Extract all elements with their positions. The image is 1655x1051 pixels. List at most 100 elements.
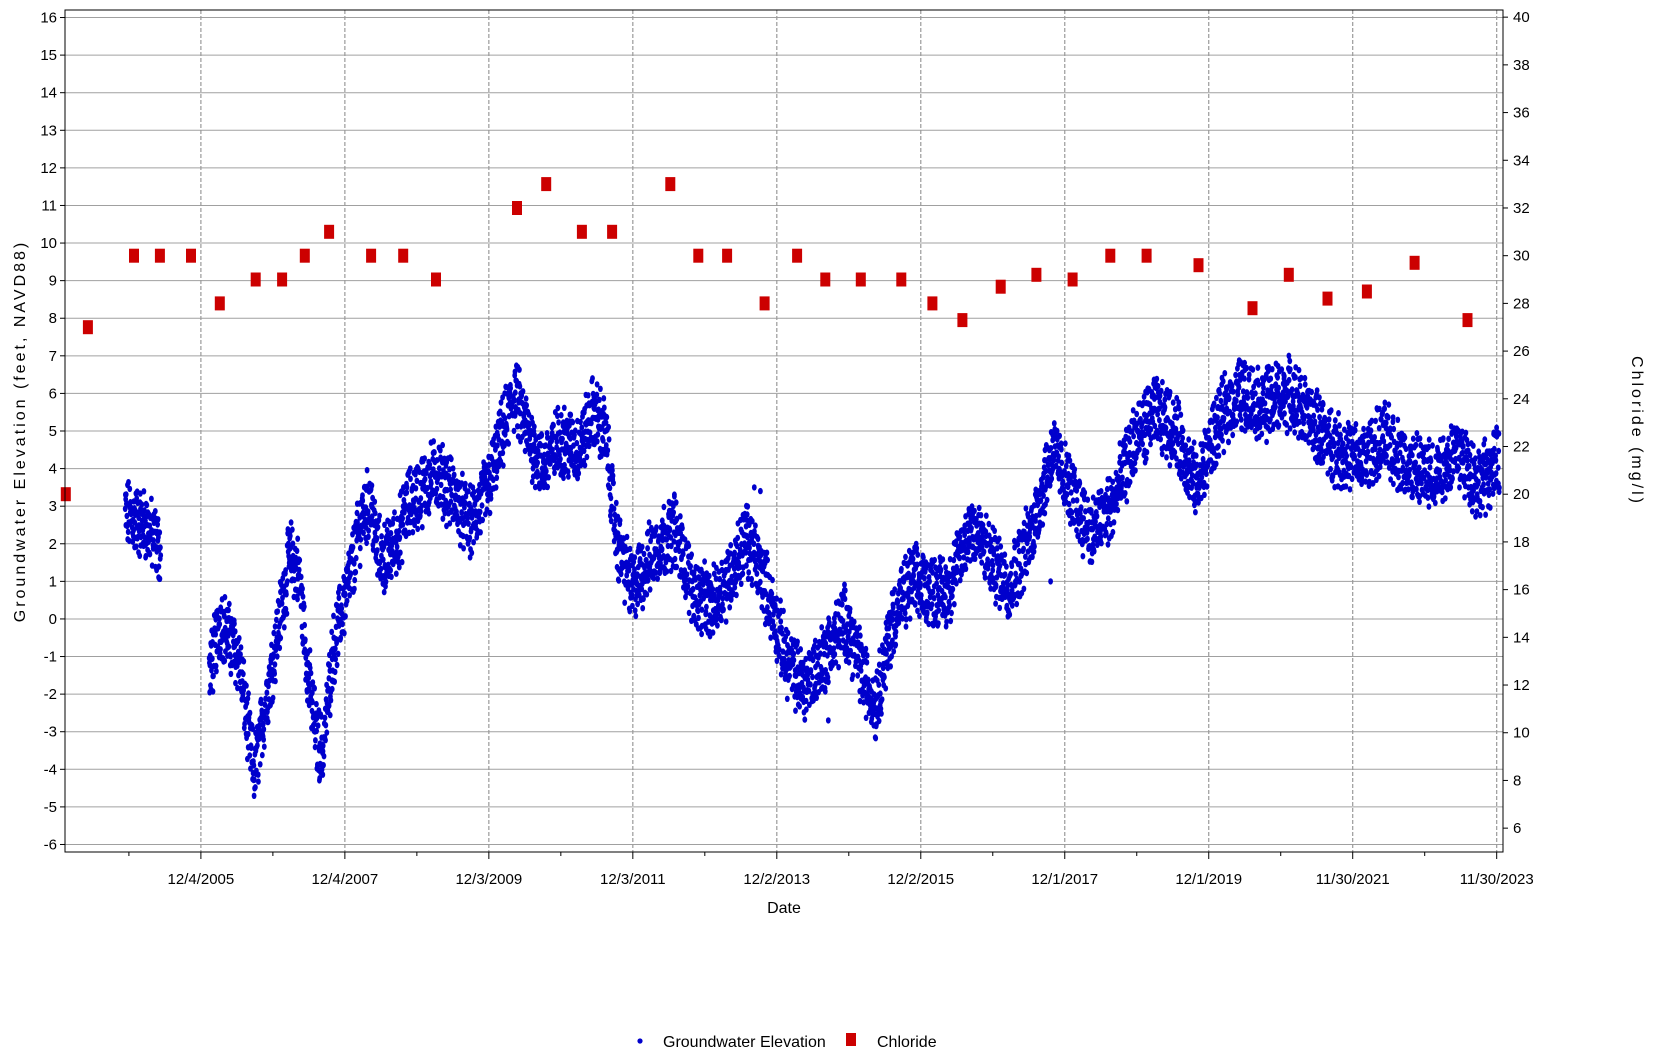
gw-point <box>917 612 922 620</box>
gw-point <box>281 624 287 631</box>
gw-point <box>672 555 678 563</box>
gw-point <box>428 480 434 487</box>
gw-point <box>256 778 261 785</box>
gw-point <box>986 520 992 528</box>
gw-point <box>641 595 646 603</box>
gw-point <box>954 580 959 587</box>
gw-point <box>876 661 882 668</box>
gw-point <box>1281 373 1287 380</box>
gw-point <box>1110 478 1116 485</box>
gw-point <box>209 655 215 662</box>
gw-point <box>976 504 982 512</box>
gw-point <box>1253 390 1258 397</box>
gw-point <box>217 615 222 622</box>
gw-point <box>1031 548 1037 555</box>
gw-point <box>424 469 429 476</box>
gw-point <box>734 591 739 599</box>
gw-point <box>1326 422 1332 429</box>
gw-point <box>1373 445 1378 453</box>
gw-point <box>1143 455 1149 462</box>
gw-point <box>832 619 837 626</box>
gw-point <box>1062 440 1068 447</box>
gw-point <box>1072 466 1078 473</box>
gw-point <box>1426 503 1432 510</box>
gw-point <box>1027 533 1033 540</box>
gw-point <box>1268 375 1274 382</box>
gw-point <box>1296 366 1302 374</box>
gw-point <box>1056 453 1061 460</box>
gw-point <box>608 494 614 502</box>
gw-point <box>143 552 149 560</box>
gw-point <box>440 515 446 522</box>
gw-point <box>124 512 130 520</box>
gw-point <box>1154 375 1160 383</box>
gw-point <box>257 761 263 768</box>
gw-point <box>1262 400 1268 407</box>
gw-point <box>1083 508 1088 515</box>
gw-point <box>890 604 896 611</box>
gw-point <box>486 461 492 469</box>
gw-point <box>463 480 468 488</box>
gw-point <box>597 396 602 403</box>
gw-point <box>774 657 780 664</box>
gw-point <box>548 460 553 467</box>
gw-point <box>556 419 561 426</box>
gw-point <box>151 537 156 544</box>
gw-point <box>381 543 387 550</box>
gw-point <box>279 600 285 607</box>
gw-point <box>517 366 522 373</box>
gw-point <box>1296 434 1301 441</box>
gw-point <box>740 570 746 577</box>
gw-point <box>214 668 219 675</box>
gw-point <box>130 538 136 545</box>
gw-point <box>844 645 850 652</box>
gw-point <box>1067 479 1072 486</box>
gw-point <box>981 548 987 555</box>
gw-point <box>1069 509 1075 516</box>
gw-point <box>962 531 967 539</box>
gw-point <box>1284 421 1289 428</box>
gw-point <box>579 424 585 431</box>
gw-point <box>1211 400 1217 407</box>
gw-point <box>983 512 989 519</box>
gw-point <box>1047 482 1053 489</box>
gw-point <box>997 604 1003 612</box>
gw-point <box>1221 448 1227 456</box>
gw-point <box>1021 585 1027 592</box>
gw-point <box>351 560 357 567</box>
gw-point <box>127 485 133 493</box>
gw-point <box>1009 602 1015 609</box>
gw-point <box>770 576 775 584</box>
gw-point <box>222 657 228 664</box>
gw-point <box>272 661 278 668</box>
gw-point <box>1311 426 1316 434</box>
gw-point <box>1287 366 1293 373</box>
gw-point <box>372 498 378 505</box>
gw-point <box>861 699 866 706</box>
gw-point <box>784 695 790 702</box>
gw-point <box>713 575 719 582</box>
gw-point <box>877 690 883 697</box>
gw-point <box>1376 472 1382 480</box>
gw-point <box>774 595 779 602</box>
gw-point <box>1158 387 1164 395</box>
gw-point <box>471 539 476 546</box>
gw-point <box>1276 422 1282 429</box>
gw-point <box>1365 448 1371 455</box>
gw-point <box>1398 485 1404 492</box>
gw-point <box>1070 497 1076 504</box>
gw-point <box>1414 485 1419 493</box>
gw-point <box>1191 439 1197 446</box>
gw-point <box>990 562 996 569</box>
gw-point <box>364 467 370 474</box>
gw-point <box>578 461 584 469</box>
gw-point <box>1132 459 1138 467</box>
gw-point <box>378 565 384 573</box>
gw-point <box>719 616 724 624</box>
gw-point <box>157 575 163 582</box>
gw-point <box>845 633 851 640</box>
gw-point <box>1005 582 1010 589</box>
gw-point <box>465 488 471 495</box>
gw-point <box>1361 425 1366 433</box>
gw-point <box>922 575 927 582</box>
